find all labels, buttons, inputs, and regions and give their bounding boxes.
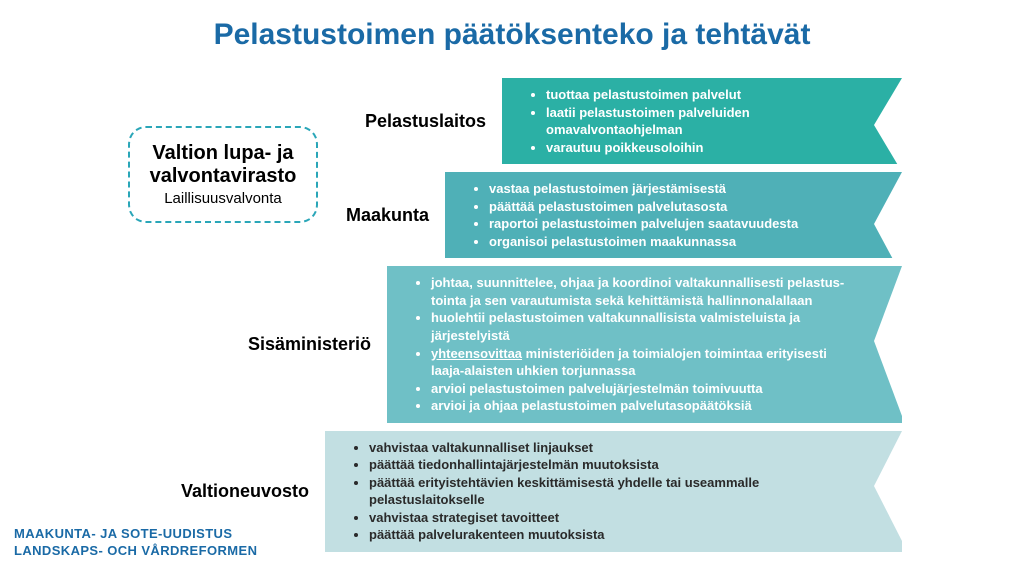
bullet-item: arvioi ja ohjaa pelastustoimen palveluta… <box>431 397 862 415</box>
bullet-item: vahvistaa strategiset tavoitteet <box>369 509 862 527</box>
row-sisaministerio: Sisäministeriö johtaa, suunnittelee, ohj… <box>0 266 1024 422</box>
page-title: Pelastustoimen päätöksenteko ja tehtävät <box>0 0 1024 60</box>
bullet-item: laatii pelastustoimen palveluiden omaval… <box>546 104 862 139</box>
row-label: Pelastuslaitos <box>0 78 502 164</box>
bullet-item: organisoi pelastustoimen maakunnassa <box>489 233 798 251</box>
footer-line2: LANDSKAPS- OCH VÅRDREFORMEN <box>14 543 257 560</box>
bullet-item: päättää tiedonhallintajärjestelmän muuto… <box>369 456 862 474</box>
bullet-list: vastaa pelastustoimen järjestämisestäpää… <box>469 180 798 250</box>
bullet-item: huolehtii pelastustoimen valtakunnallisi… <box>431 309 862 344</box>
bullet-item: varautuu poikkeusoloihin <box>546 139 862 157</box>
bullet-item: raportoi pelastustoimen palvelujen saata… <box>489 215 798 233</box>
bullet-list: tuottaa pelastustoimen palvelutlaatii pe… <box>526 86 862 156</box>
bullet-item: yhteensovittaa ministeriöiden ja toimial… <box>431 345 862 380</box>
row-maakunta: Maakunta vastaa pelastustoimen järjestäm… <box>0 172 1024 258</box>
bullet-list: vahvistaa valtakunnalliset linjauksetpää… <box>349 439 862 544</box>
arrowhead-icon <box>874 172 902 276</box>
bullet-item: päättää palvelurakenteen muutoksista <box>369 526 862 544</box>
arrow-body: vastaa pelastustoimen järjestämisestäpää… <box>445 172 902 258</box>
bullet-item: vahvistaa valtakunnalliset linjaukset <box>369 439 862 457</box>
bullet-list: johtaa, suunnittelee, ohjaa ja koordinoi… <box>411 274 862 414</box>
arrow-rows: Pelastuslaitos tuottaa pelastustoimen pa… <box>0 78 1024 560</box>
arrowhead-icon <box>874 78 902 172</box>
footer-line1: MAAKUNTA- JA SOTE-UUDISTUS <box>14 526 257 543</box>
arrow-body: vahvistaa valtakunnalliset linjauksetpää… <box>325 431 902 552</box>
bullet-item: päättää pelastustoimen palvelutasosta <box>489 198 798 216</box>
bullet-item: tuottaa pelastustoimen palvelut <box>546 86 862 104</box>
bullet-item: johtaa, suunnittelee, ohjaa ja koordinoi… <box>431 274 862 309</box>
bullet-item: vastaa pelastustoimen järjestämisestä <box>489 180 798 198</box>
arrow-body: johtaa, suunnittelee, ohjaa ja koordinoi… <box>387 266 902 422</box>
row-pelastuslaitos: Pelastuslaitos tuottaa pelastustoimen pa… <box>0 78 1024 164</box>
arrowhead-icon <box>874 266 902 416</box>
arrow-body: tuottaa pelastustoimen palvelutlaatii pe… <box>502 78 902 164</box>
bullet-item: arvioi pelastustoimen palvelujärjestelmä… <box>431 380 862 398</box>
bullet-item: päättää erityistehtävien keskittämisestä… <box>369 474 862 509</box>
row-label: Sisäministeriö <box>0 266 387 422</box>
footer-brand: MAAKUNTA- JA SOTE-UUDISTUS LANDSKAPS- OC… <box>14 526 257 560</box>
arrowhead-icon <box>874 431 902 541</box>
row-label: Maakunta <box>0 172 445 258</box>
